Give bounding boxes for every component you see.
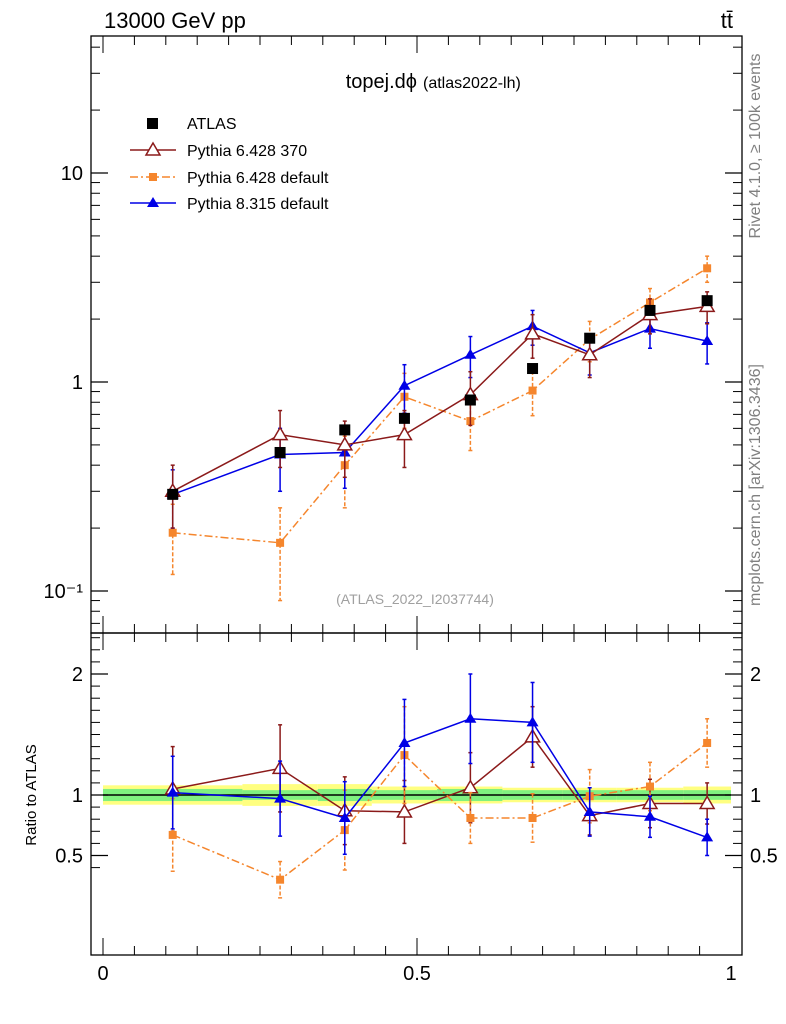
main-pythia8-point xyxy=(701,335,714,346)
main-pythia6-370-point xyxy=(396,426,413,441)
ratio-pythia8-point xyxy=(583,805,596,816)
legend-marker-pythia8 xyxy=(147,197,159,207)
main-plot: 10 1 10⁻¹ xyxy=(44,36,742,633)
main-pythia6-370-point xyxy=(336,436,354,451)
ratio-pythia8-point xyxy=(166,786,179,797)
main-pythia6-370-point xyxy=(581,346,599,361)
ratio-y-tick-label-right: 1 xyxy=(750,785,761,807)
main-pythia8-point xyxy=(464,348,477,359)
legend-label-atlas: ATLAS xyxy=(187,116,237,133)
ratio-pythia8-point xyxy=(464,712,477,723)
ratio-pythia8-point xyxy=(643,810,656,821)
main-pythia6-default-point xyxy=(168,528,177,537)
ratio-y-tick-label-right: 0.5 xyxy=(750,846,778,868)
legend-marker-pythia6-default xyxy=(149,173,157,181)
main-y-tick-label: 10 xyxy=(61,163,83,185)
ratio-pythia6-370-point xyxy=(396,803,413,818)
ratio-pythia8-point xyxy=(701,831,714,842)
main-pythia6-370-point xyxy=(524,325,541,340)
ratio-x-tick-label: 0 xyxy=(97,963,108,985)
main-atlas-point xyxy=(584,332,596,344)
ratio-pythia6-default-point xyxy=(466,813,475,822)
legend-label-pythia8: Pythia 8.315 default xyxy=(187,196,329,213)
plot-title: topej.dϕ xyxy=(346,71,417,93)
main-y-tick-label: 10⁻¹ xyxy=(44,581,84,603)
ratio-axis-label: Ratio to ATLAS xyxy=(23,744,40,845)
process-label: tt̄ xyxy=(721,8,733,33)
main-atlas-point xyxy=(644,304,656,316)
main-pythia6-default-point xyxy=(703,264,712,273)
main-atlas-point xyxy=(701,295,713,307)
ratio-y-tick-label-left: 2 xyxy=(72,664,83,686)
ratio-y-tick-label-left: 0.5 xyxy=(55,846,83,868)
ratio-pythia6-default-line xyxy=(172,742,708,881)
ratio-pythia6-370-point xyxy=(698,794,716,810)
ratio-pythia8-point xyxy=(526,716,539,727)
main-atlas-point xyxy=(398,412,410,424)
analysis-watermark: (ATLAS_2022_I2037744) xyxy=(336,591,494,607)
legend-marker-pythia6-370 xyxy=(144,141,162,156)
main-atlas-point xyxy=(167,488,179,500)
main-pythia6-default-line xyxy=(172,267,708,544)
ratio-pythia8-point xyxy=(398,736,411,747)
ratio-pythia8-line xyxy=(172,718,708,839)
main-pythia6-default-point xyxy=(276,538,285,547)
ratio-x-tick-label: 0.5 xyxy=(403,963,431,985)
legend: ATLAS Pythia 6.428 370 Pythia 6.428 defa… xyxy=(130,116,329,213)
main-y-tick-label: 1 xyxy=(72,372,83,394)
plot-subtitle: (atlas2022-lh) xyxy=(423,75,521,92)
ratio-pythia6-default-point xyxy=(528,813,537,822)
ratio-pythia8-point xyxy=(274,792,287,803)
source-label: mcplots.cern.ch [arXiv:1306.3436] xyxy=(747,364,764,606)
legend-label-pythia6-370: Pythia 6.428 370 xyxy=(187,143,307,160)
legend-marker-atlas xyxy=(147,118,158,129)
ratio-x-tick-label: 1 xyxy=(725,963,736,985)
ratio-y-tick-label-right: 2 xyxy=(750,664,761,686)
rivet-label: Rivet 4.1.0, ≥ 100k events xyxy=(747,54,764,239)
main-pythia8-point xyxy=(398,379,411,390)
legend-label-pythia6-default: Pythia 6.428 default xyxy=(187,170,329,187)
ratio-pythia6-default-point xyxy=(168,830,177,839)
main-pythia6-default-point xyxy=(528,386,537,395)
main-atlas-point xyxy=(527,363,539,375)
main-atlas-point xyxy=(274,446,286,458)
main-pythia6-370-line xyxy=(172,305,708,492)
ratio-y-tick-label-left: 1 xyxy=(72,785,83,807)
ratio-pythia6-default-point xyxy=(703,738,712,747)
ratio-pythia6-default-point xyxy=(645,782,654,791)
ratio-pythia8-point xyxy=(338,811,351,822)
main-pythia6-370-point xyxy=(271,426,289,441)
ratio-pythia6-default-point xyxy=(276,875,285,884)
main-atlas-point xyxy=(464,394,476,406)
ratio-plot: 2 2 1 1 0.5 0.5 0 0.5 1 xyxy=(55,633,778,985)
main-atlas-point xyxy=(339,424,351,436)
energy-label: 13000 GeV pp xyxy=(104,8,246,33)
